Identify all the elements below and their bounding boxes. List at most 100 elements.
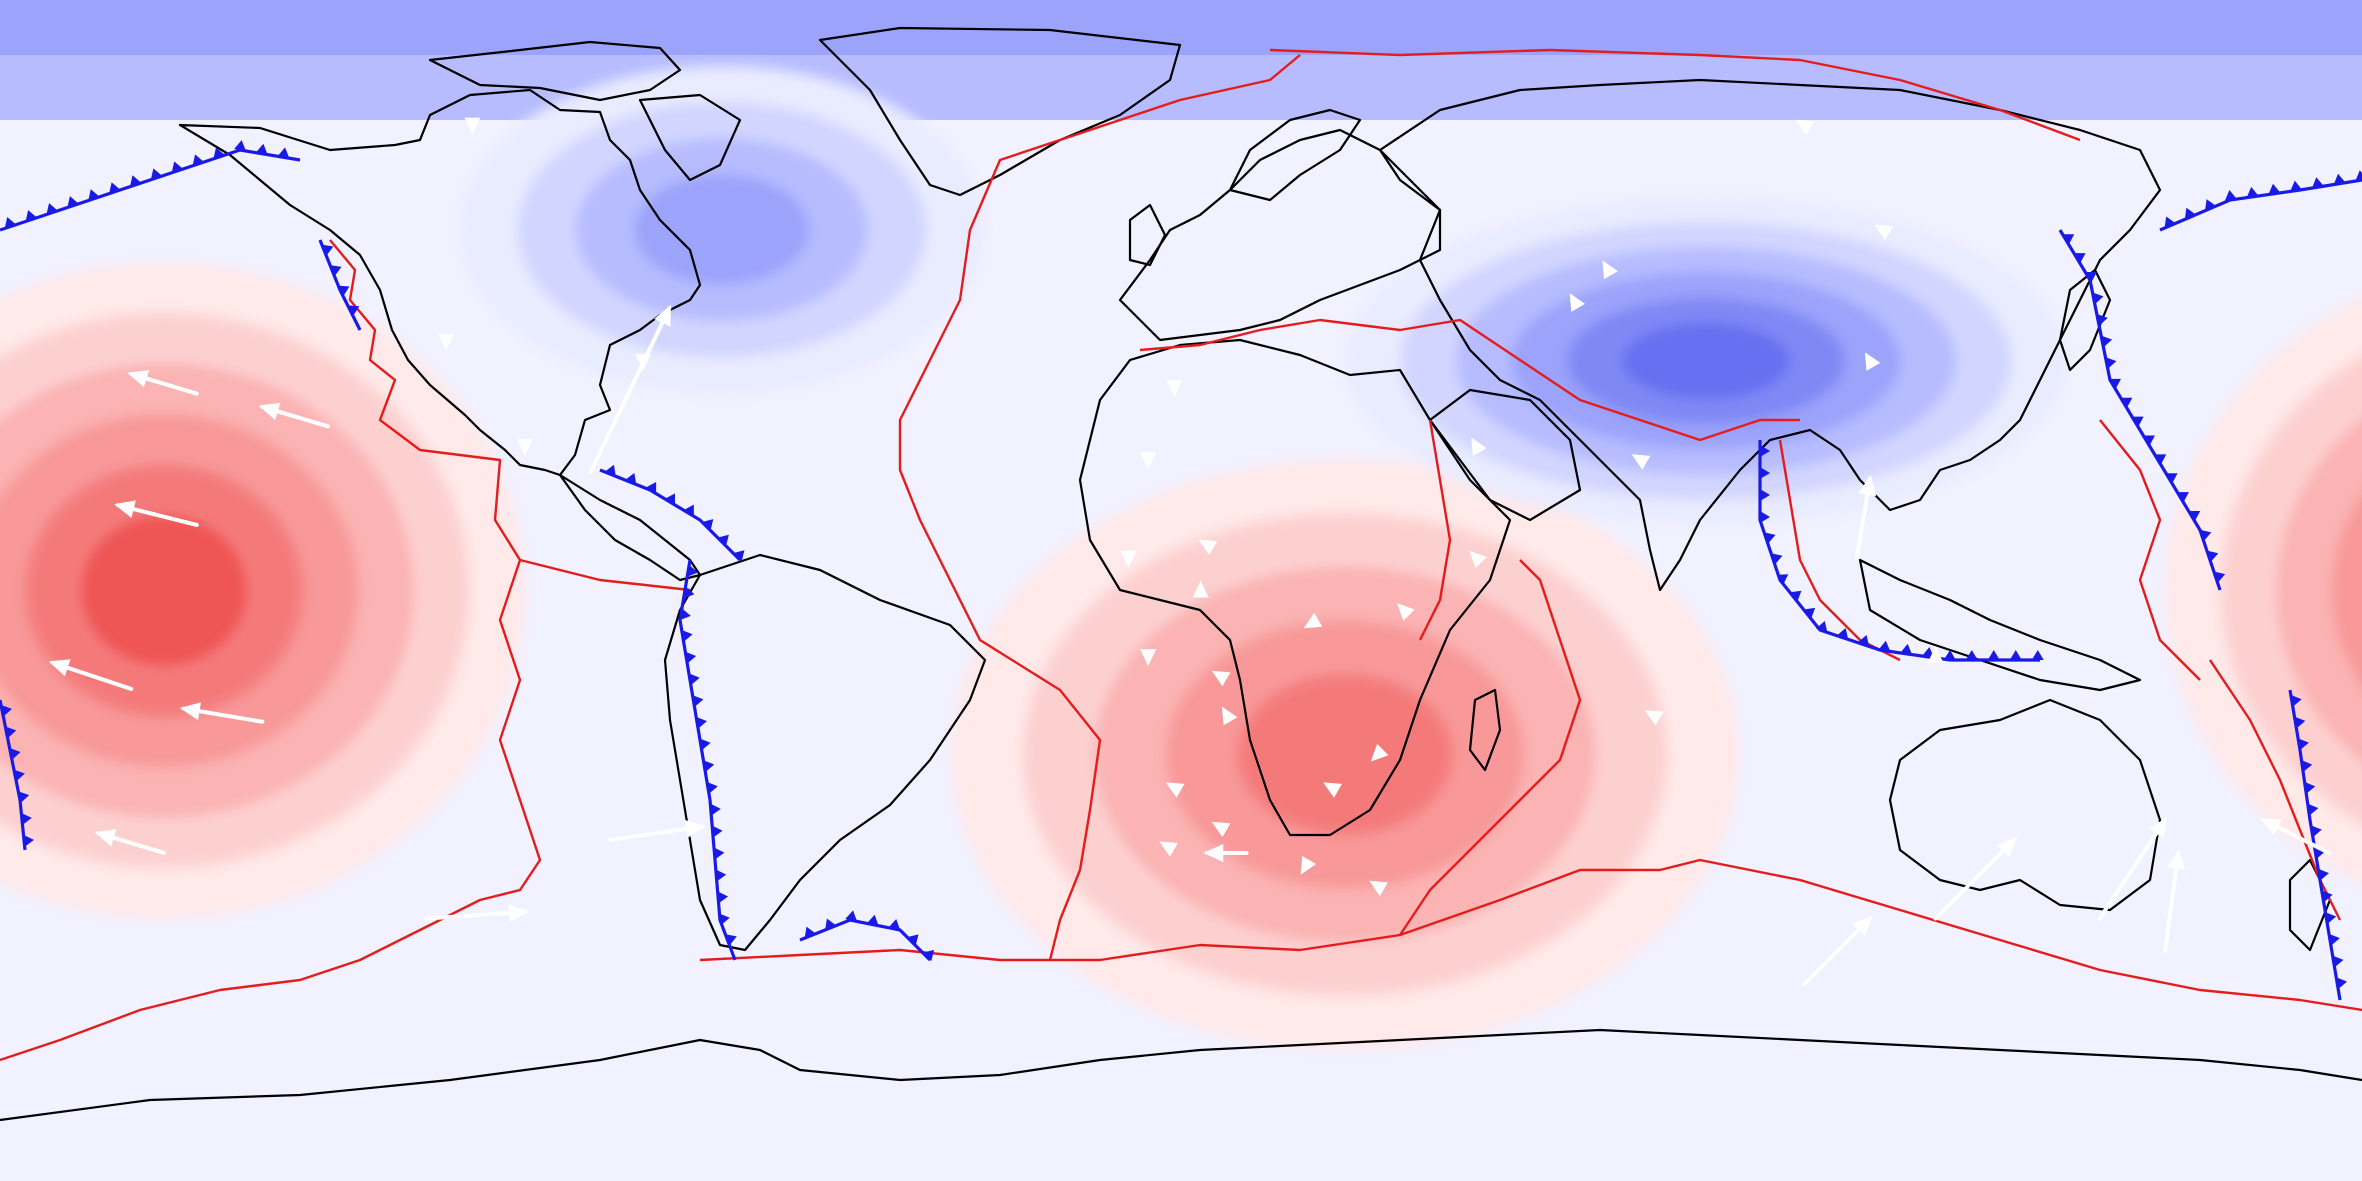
contour-level-positive-1-5: [1237, 674, 1453, 836]
subduction-tooth: [1922, 646, 1934, 658]
subduction-tooth: [2332, 955, 2344, 968]
velocity-arrowhead-small: [1644, 710, 1664, 726]
velocity-arrow: [2260, 818, 2332, 855]
velocity-arrow: [179, 702, 265, 724]
subduction-tooth: [699, 738, 711, 751]
coastline-asia: [1378, 78, 2162, 592]
coastline-arabia: [1428, 388, 1582, 522]
velocity-arrowhead-small: [1874, 224, 1894, 241]
subduction-tooth: [687, 564, 699, 577]
subduction-tooth: [2355, 170, 2362, 182]
velocity-arrow-head: [654, 304, 671, 327]
velocity-arrow: [1933, 836, 2018, 921]
velocity-arrow-shaft: [1933, 837, 2017, 921]
velocity-arrow-shaft: [2163, 850, 2181, 954]
velocity-arrow: [1203, 843, 1249, 862]
velocity-arrow-head: [1858, 475, 1877, 497]
coastline-south-america: [663, 553, 987, 952]
velocity-arrow: [1854, 475, 1877, 560]
velocity-arrowhead-small: [1569, 293, 1586, 312]
coastline-british-isles: [1128, 203, 1167, 267]
velocity-arrowhead-small: [1469, 550, 1487, 569]
subduction-tooth: [683, 586, 695, 599]
velocity-arrowhead-small: [1211, 821, 1231, 838]
subduction-tooth: [46, 203, 58, 215]
velocity-arrowhead-small: [1471, 437, 1487, 457]
velocity-arrow-head: [179, 702, 201, 721]
subduction-tooth: [1815, 621, 1828, 633]
subduction-tooth: [804, 926, 816, 939]
subduction-tooth: [5, 726, 17, 739]
velocity-arrow-head: [684, 820, 706, 838]
contour-level-negative-3-4: [634, 174, 810, 285]
subduction-tooth: [9, 748, 21, 760]
contour-level-positive-0-6: [80, 514, 248, 667]
velocity-arrow-head: [48, 659, 71, 677]
subduction-tooth: [845, 910, 858, 922]
subduction-japan: [2058, 229, 2222, 591]
coastline-japan: [2058, 268, 2112, 372]
velocity-arrowhead-small: [1198, 539, 1218, 556]
subduction-tooth: [1760, 489, 1770, 501]
velocity-arrowheads: [438, 117, 1944, 897]
velocity-arrow-head: [114, 500, 136, 518]
subduction-tooth: [2120, 397, 2133, 409]
coastline-africa: [1078, 338, 1512, 837]
subduction-tooth: [2268, 183, 2281, 195]
subduction-tooth: [2092, 292, 2104, 305]
velocity-arrowhead-small: [634, 353, 651, 371]
boundary-galapagos: [519, 558, 691, 592]
subduction-tooth: [679, 608, 691, 621]
subduction-tooth: [2206, 550, 2219, 563]
subduction-tooth: [1789, 590, 1802, 602]
velocity-arrow-head: [1203, 843, 1224, 862]
subduction-tooth: [2304, 781, 2316, 794]
subduction-tooth: [685, 651, 697, 664]
velocity-arrowhead-small: [1140, 452, 1157, 470]
field-contours: [0, 65, 2362, 1050]
subduction-tooth: [25, 210, 37, 222]
subduction-tooth: [1943, 649, 1956, 661]
subduction-tooth: [2290, 180, 2303, 192]
subduction-tooth: [2177, 492, 2189, 503]
velocity-arrowhead-small: [1140, 649, 1157, 667]
subduction-tooth: [18, 791, 30, 803]
velocity-arrow-head: [127, 369, 150, 388]
subduction-tooth: [255, 143, 268, 155]
subduction-tooth: [13, 769, 25, 782]
velocity-arrowhead-small: [1927, 646, 1944, 664]
subduction-tooth: [2096, 314, 2108, 326]
subduction-tooth: [1776, 574, 1789, 585]
velocity-arrow: [1802, 915, 1873, 987]
coastline-scandinavia: [1228, 108, 1362, 202]
velocity-arrowhead-small: [1159, 841, 1178, 857]
velocity-arrowhead-small: [1192, 580, 1209, 598]
velocity-arrowhead-small: [1370, 743, 1389, 762]
subduction-tooth: [2294, 716, 2306, 729]
velocity-arrow-head: [94, 829, 117, 847]
velocity-arrow-head: [258, 402, 281, 421]
velocity-arrowhead-small: [1211, 670, 1231, 687]
contour-level-negative-2-6: [1622, 323, 1790, 399]
plate-boundaries: [0, 48, 2362, 1062]
velocity-arrow: [608, 820, 706, 842]
velocity-arrow-head: [2167, 848, 2186, 870]
subduction-tooth: [21, 812, 32, 825]
subduction-tooth: [321, 244, 334, 256]
subduction-tooth: [907, 934, 919, 946]
subduction-tooth: [2188, 510, 2201, 522]
boundary-arctic-ridge: [1269, 48, 2081, 142]
subduction-tooth: [67, 196, 79, 208]
subduction-tooth: [715, 869, 727, 882]
subduction-tooth: [712, 825, 723, 838]
velocity-arrowhead-small: [1602, 260, 1618, 280]
coastline-antarctica: [0, 1028, 2362, 1122]
coastline-new-zealand: [2288, 858, 2332, 952]
subduction-tooth: [1771, 553, 1783, 565]
boundary-southwest-pacific: [2209, 659, 2342, 921]
subduction-tooth: [702, 519, 714, 531]
coastline-europe: [1118, 128, 1442, 342]
boundary-east-african-rift: [1418, 419, 1452, 641]
velocity-arrow: [258, 402, 331, 429]
